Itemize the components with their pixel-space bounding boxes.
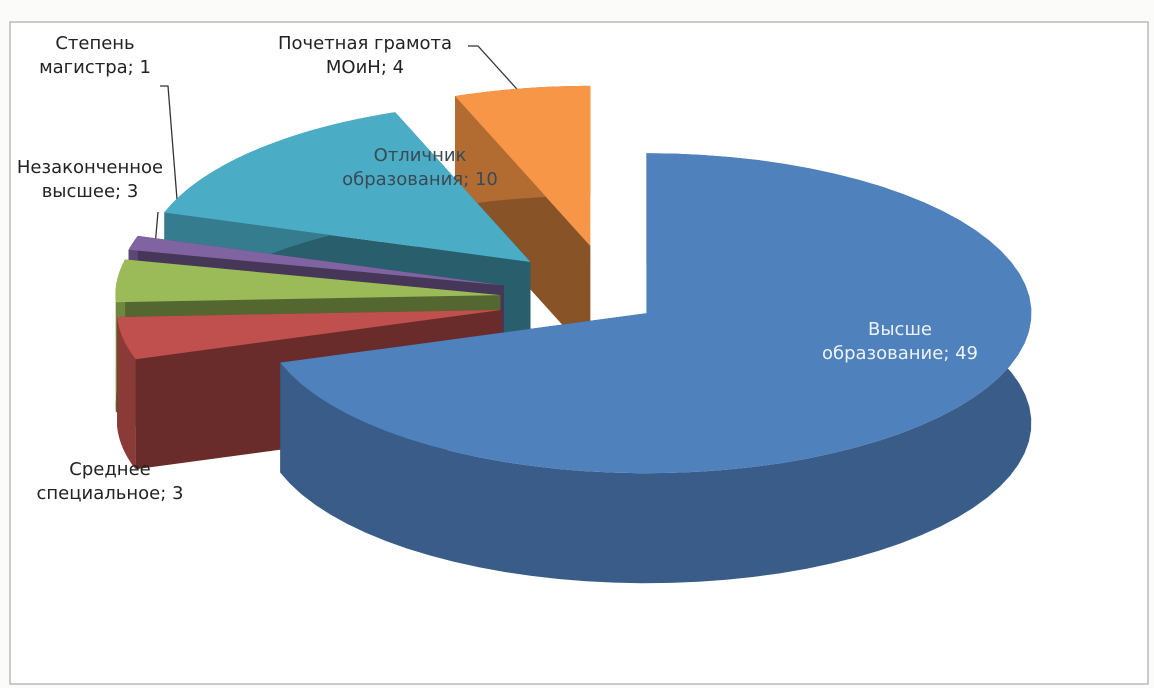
category-name: Незаконченное высшее [16,157,164,202]
value-text: 49 [955,343,979,364]
value-text: 10 [474,169,498,190]
data-label: Высше образование; 49 [790,318,1010,366]
category-name: Высше образование [821,319,944,364]
data-label: Среднее специальное; 3 [10,458,210,506]
slice-top [455,85,591,246]
data-label: Степень магистра; 1 [20,32,170,80]
slice-top [115,259,501,303]
slice-top [128,235,504,286]
data-label: Незаконченное высшее; 3 [5,156,175,204]
slice [280,153,1032,584]
slice-top [280,153,1032,474]
data-label: Отличник образования; 10 [300,144,540,192]
category-name: Отличник образования [342,145,467,190]
value-text: 3 [172,483,184,504]
value-text: 3 [126,181,139,202]
slice [455,85,591,356]
label-separator: ; [160,483,173,504]
slice-top [117,309,502,360]
slice-side [117,316,136,470]
leader-line [160,85,179,213]
category-name: Почетная грамота МОиН [277,33,453,78]
value-text: 1 [139,57,151,78]
value-text: 4 [392,57,405,78]
label-separator: ; [380,57,393,78]
label-separator: ; [127,57,140,78]
label-separator: ; [115,181,127,202]
data-label: Почетная грамота МОиН; 4 [255,32,475,80]
slice-top [164,112,531,262]
category-name: Степень магистра [39,33,135,78]
category-name: Среднее специальное [36,459,161,504]
label-separator: ; [463,169,475,190]
leader-line [468,45,526,99]
label-separator: ; [943,343,956,364]
